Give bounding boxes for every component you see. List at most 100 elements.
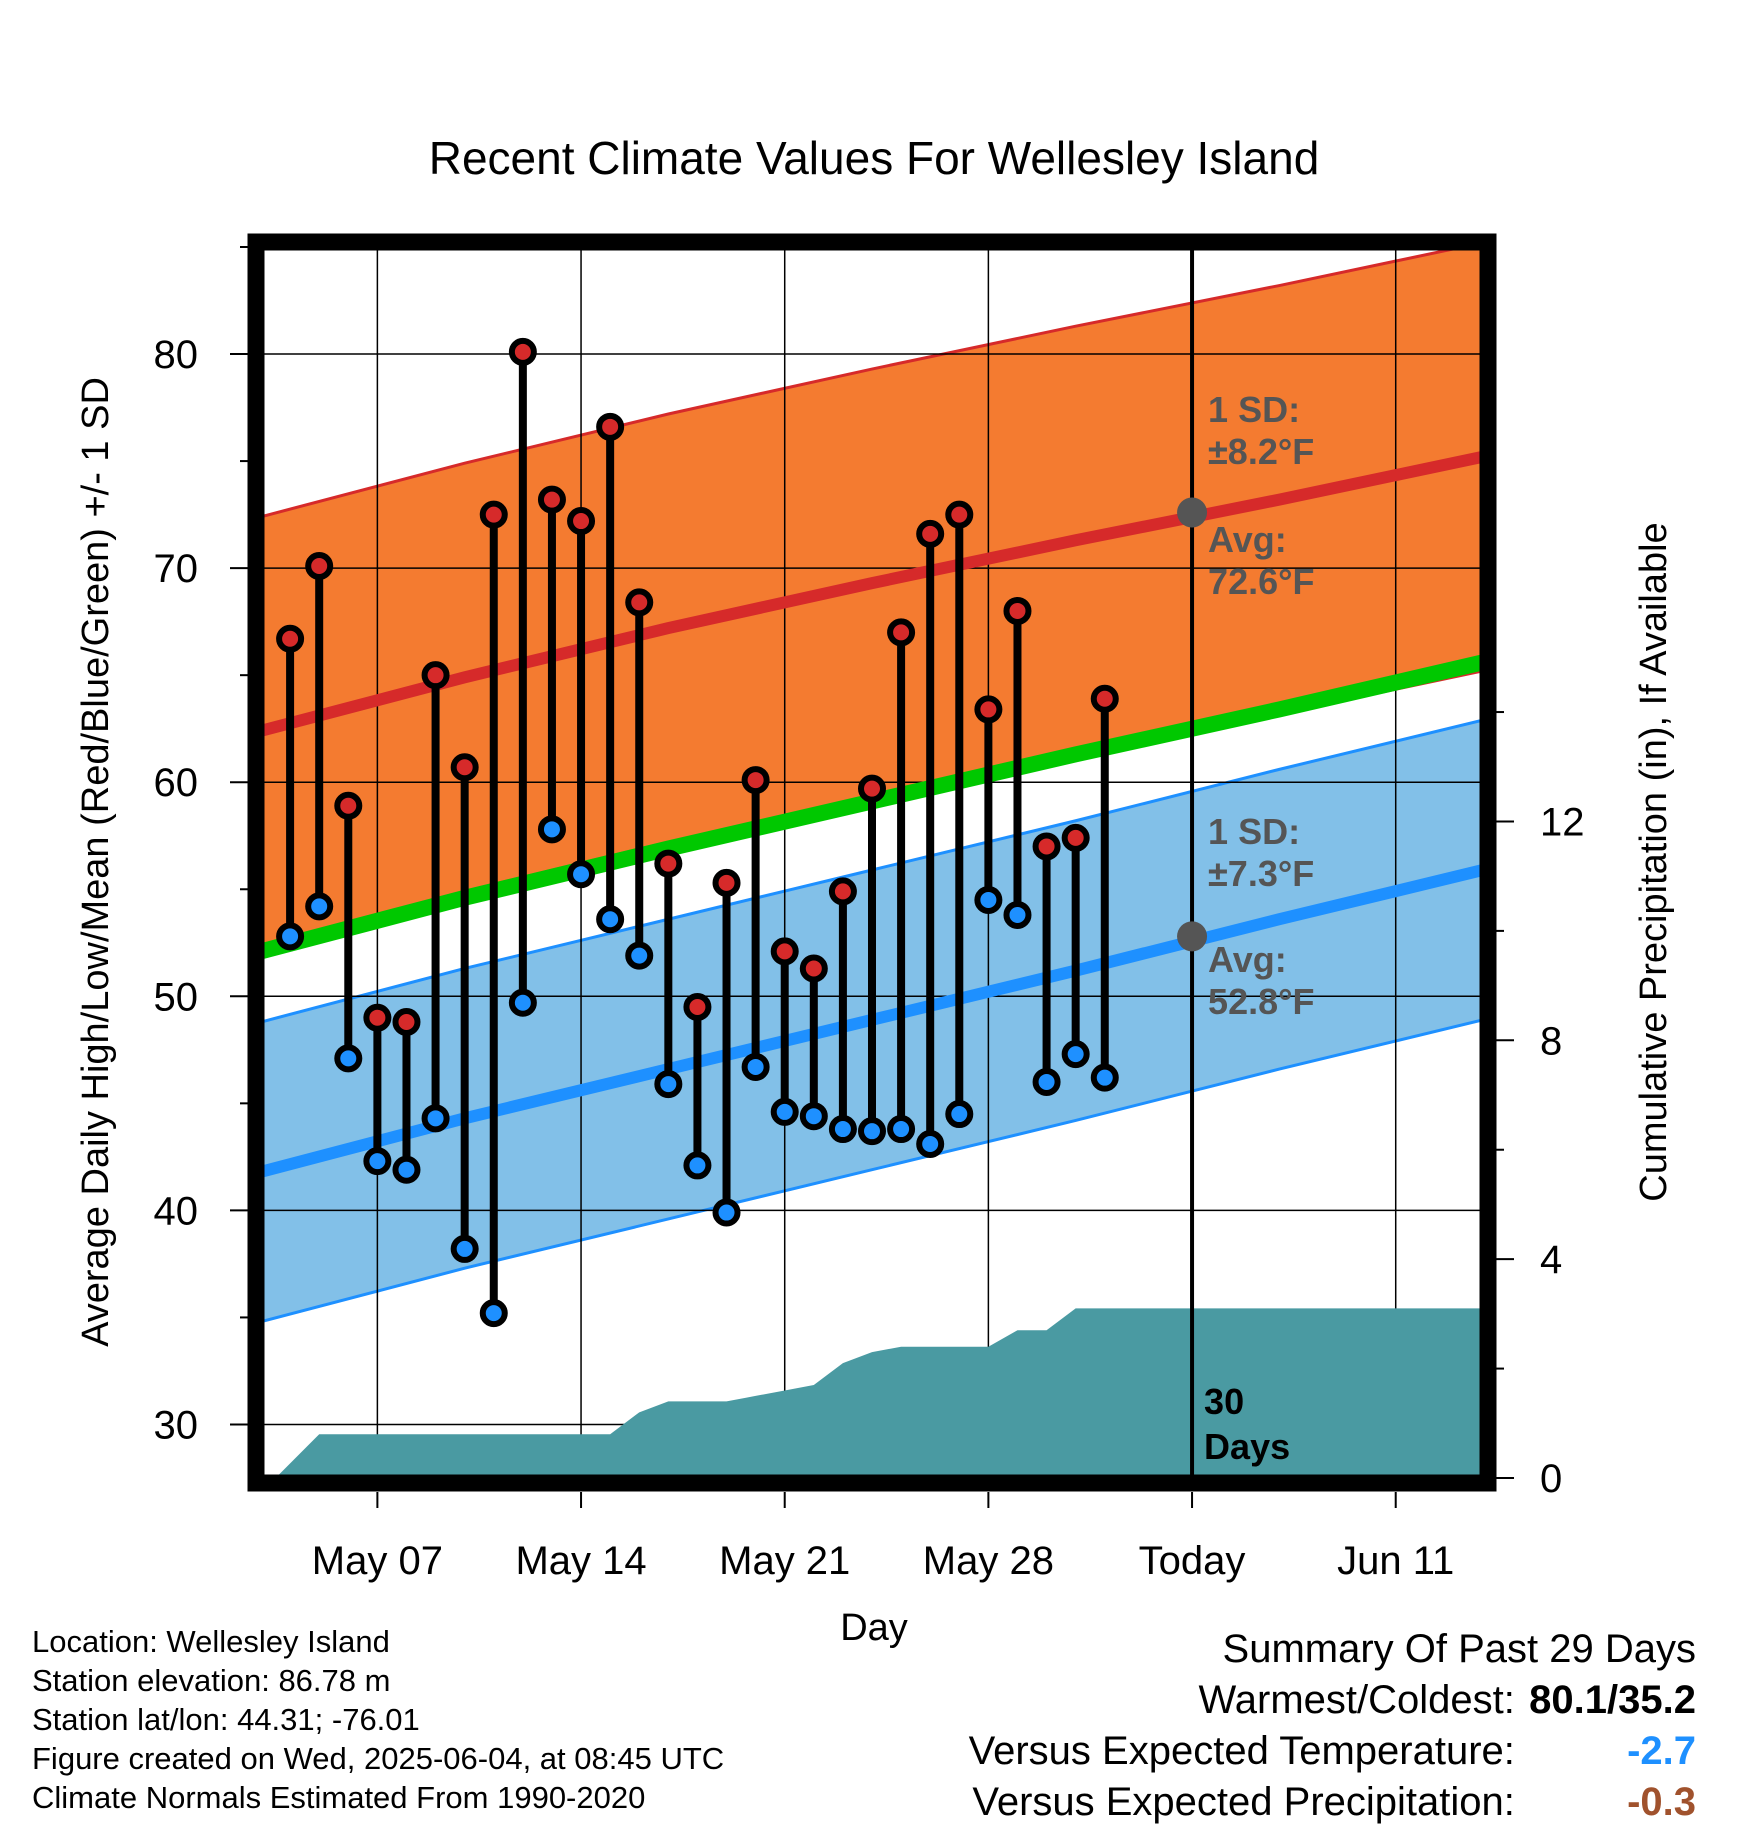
obs-high-point [916,519,945,548]
obs-high-point [858,774,886,803]
obs-low-point [421,1104,450,1133]
obs-high-point [741,766,770,795]
obs-high-point [770,937,799,966]
obs-low-point [683,1151,712,1180]
obs-high-point [508,337,537,366]
y2-tick-label: 0 [1540,1457,1562,1501]
obs-high-point [1061,823,1090,852]
obs-low-point [945,1100,974,1129]
x-axis-label: Day [840,1607,908,1649]
obs-low-point [974,885,1003,914]
x-tick-label: Today [1139,1539,1246,1583]
obs-low-point [712,1198,741,1227]
high-sd-band [261,247,1483,945]
summary-warmest-row: Warmest/Coldest: 80.1/35.2 [969,1675,1697,1726]
obs-high-point [683,993,712,1022]
days-label-1: Days [1204,1426,1290,1467]
obs-high-point [799,954,828,983]
chart-title: Recent Climate Values For Wellesley Isla… [429,132,1320,184]
obs-low-point [887,1115,916,1144]
obs-low-point [1032,1067,1061,1096]
today-high-normal-point [1177,497,1208,528]
obs-low-point [741,1052,770,1081]
obs-high-point [1003,596,1032,625]
obs-high-point [887,618,916,647]
x-tick-label: May 21 [719,1539,850,1583]
obs-high-point [334,791,363,820]
obs-low-point [508,988,537,1017]
obs-low-point [1061,1040,1090,1069]
high-sd-annotation-1: ±8.2°F [1208,431,1314,472]
obs-high-point [596,412,625,441]
obs-low-point [363,1147,392,1176]
obs-high-point [479,500,508,529]
obs-low-point [858,1117,886,1146]
y-tick-label: 60 [154,761,199,805]
summary-precip-row: Versus Expected Precipitation: -0.3 [969,1777,1696,1828]
y2-axis-label: Cumulative Precipitation (in), If Availa… [1633,522,1675,1201]
obs-low-point [1003,900,1032,929]
normals-text: Climate Normals Estimated From 1990-2020 [32,1780,646,1815]
plot-frame [247,233,1497,1492]
high-avg-annotation-1: 72.6°F [1208,561,1314,602]
created-text: Figure created on Wed, 2025-06-04, at 08… [32,1741,725,1776]
obs-high-point [567,507,596,536]
low-avg-annotation-1: 52.8°F [1208,981,1314,1022]
obs-low-point [450,1234,479,1263]
summary-title: Summary Of Past 29 Days [1222,1627,1696,1671]
obs-low-point [1090,1063,1119,1092]
obs-high-point [537,485,566,514]
y-tick-label: 30 [154,1403,199,1447]
precip-value: -0.3 [1627,1780,1696,1824]
obs-low-point [770,1097,799,1126]
obs-low-point [479,1299,508,1328]
x-tick-label: May 14 [515,1539,646,1583]
obs-low-point [537,815,566,844]
days-label-0: 30 [1204,1381,1244,1422]
latlon-text: Station lat/lon: 44.31; -76.01 [32,1702,420,1737]
y-tick-label: 80 [154,333,199,377]
obs-high-point [1032,832,1061,861]
obs-low-point [567,860,596,889]
obs-low-point [916,1130,945,1159]
warmest-label: Warmest/Coldest: [1198,1678,1515,1722]
precip-label: Versus Expected Precipitation: [972,1780,1515,1824]
obs-low-point [799,1102,828,1131]
obs-high-point [392,1007,421,1036]
obs-high-point [363,1003,392,1032]
temp-value: -2.7 [1627,1729,1696,1773]
y-tick-label: 70 [154,547,199,591]
y2-tick-label: 8 [1540,1019,1562,1063]
obs-high-point [654,849,683,878]
station-info: Location: Wellesley Island Station eleva… [32,1622,724,1817]
low-sd-annotation-1: ±7.3°F [1208,853,1314,894]
high-sd-band-upper-edge [261,247,1470,519]
obs-low-point [392,1155,421,1184]
obs-high-point [974,695,1003,724]
obs-low-point [276,922,305,951]
obs-high-point [421,661,450,690]
obs-low-point [625,941,654,970]
obs-high-point [712,868,741,897]
obs-high-point [945,500,974,529]
x-tick-label: May 28 [923,1539,1054,1583]
y2-tick-label: 4 [1540,1238,1562,1282]
x-tick-label: Jun 11 [1337,1539,1454,1583]
cumulative-precip-area [261,1308,1483,1478]
obs-high-point [625,588,654,617]
summary-panel: Summary Of Past 29 Days Warmest/Coldest:… [969,1624,1696,1828]
obs-low-point [334,1044,363,1073]
obs-high-point [1090,684,1119,713]
y-axis-label: Average Daily High/Low/Mean (Red/Blue/Gr… [75,377,117,1347]
low-sd-band-lower-edge [261,1018,1483,1324]
temp-label: Versus Expected Temperature: [968,1729,1515,1773]
obs-low-point [596,905,625,934]
high-sd-annotation-0: 1 SD: [1208,389,1300,430]
y-tick-label: 40 [154,1189,199,1233]
obs-low-point [828,1115,857,1144]
elevation-text: Station elevation: 86.78 m [32,1663,391,1698]
high-normal-line [261,450,1483,737]
obs-low-point [305,892,334,921]
low-sd-annotation-0: 1 SD: [1208,811,1300,852]
